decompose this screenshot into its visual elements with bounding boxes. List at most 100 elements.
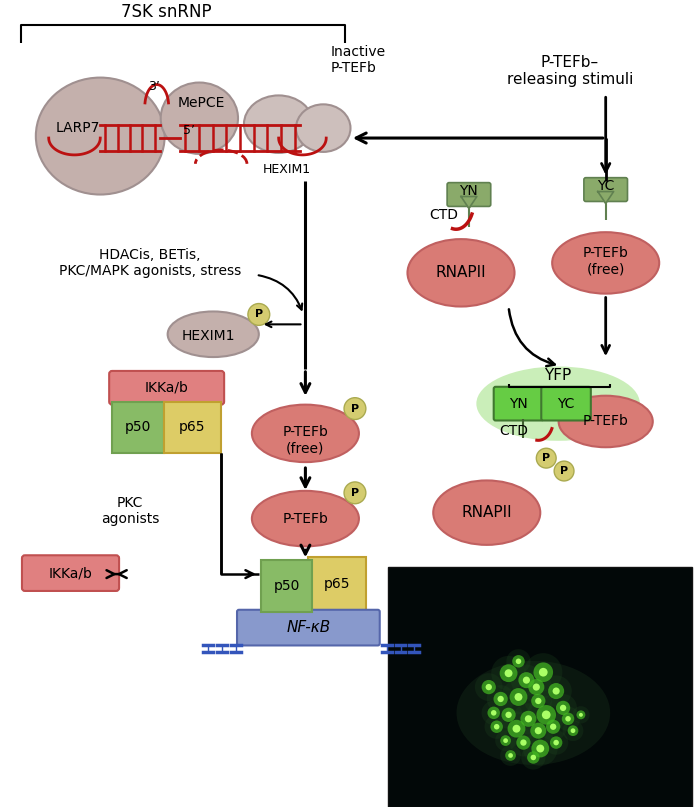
Text: NF-κB: NF-κB xyxy=(286,620,330,635)
Ellipse shape xyxy=(491,710,496,716)
Ellipse shape xyxy=(510,729,538,756)
Text: IKKa/b: IKKa/b xyxy=(48,567,92,580)
Ellipse shape xyxy=(531,694,545,708)
Ellipse shape xyxy=(527,696,566,734)
Ellipse shape xyxy=(562,713,574,725)
Polygon shape xyxy=(598,191,614,203)
Text: HEXIM1: HEXIM1 xyxy=(262,163,311,176)
Ellipse shape xyxy=(161,82,238,154)
Text: PKC
agonists: PKC agonists xyxy=(101,495,159,526)
Ellipse shape xyxy=(520,711,536,727)
Ellipse shape xyxy=(252,404,359,462)
Ellipse shape xyxy=(487,707,500,719)
FancyBboxPatch shape xyxy=(109,371,224,404)
Text: p65: p65 xyxy=(179,420,206,434)
FancyBboxPatch shape xyxy=(494,387,543,420)
Ellipse shape xyxy=(556,707,580,731)
Ellipse shape xyxy=(482,680,496,694)
Ellipse shape xyxy=(524,687,552,715)
Bar xyxy=(261,560,312,612)
Ellipse shape xyxy=(512,655,525,667)
Ellipse shape xyxy=(516,659,522,664)
Ellipse shape xyxy=(540,675,572,707)
Ellipse shape xyxy=(579,713,583,717)
Ellipse shape xyxy=(477,366,640,441)
Text: CTD: CTD xyxy=(499,424,528,438)
Ellipse shape xyxy=(500,664,517,682)
Ellipse shape xyxy=(531,739,550,758)
Text: RNAPII: RNAPII xyxy=(435,266,486,280)
Ellipse shape xyxy=(475,673,503,701)
Ellipse shape xyxy=(498,696,504,702)
Ellipse shape xyxy=(36,77,164,194)
Text: HEXIM1: HEXIM1 xyxy=(181,329,235,343)
Text: CTD: CTD xyxy=(430,208,459,223)
Ellipse shape xyxy=(482,700,506,725)
Text: HDACis, BETis,
PKC/MAPK agonists, stress: HDACis, BETis, PKC/MAPK agonists, stress xyxy=(59,248,241,278)
Ellipse shape xyxy=(499,711,534,746)
Ellipse shape xyxy=(167,312,259,357)
Ellipse shape xyxy=(486,685,514,713)
Text: YC: YC xyxy=(597,178,615,193)
Ellipse shape xyxy=(556,700,570,715)
Text: 7SK snRNP: 7SK snRNP xyxy=(121,3,212,21)
Ellipse shape xyxy=(560,705,566,711)
FancyBboxPatch shape xyxy=(584,178,627,202)
Ellipse shape xyxy=(501,708,516,722)
Bar xyxy=(388,567,692,807)
Ellipse shape xyxy=(505,669,512,677)
Ellipse shape xyxy=(494,724,500,730)
Ellipse shape xyxy=(535,727,542,734)
Ellipse shape xyxy=(523,676,530,684)
Ellipse shape xyxy=(523,715,554,746)
Ellipse shape xyxy=(550,736,562,749)
Ellipse shape xyxy=(491,721,503,733)
Text: YC: YC xyxy=(557,397,575,411)
Text: p50: p50 xyxy=(274,579,300,593)
Text: 3’: 3’ xyxy=(148,80,160,93)
Ellipse shape xyxy=(512,725,521,733)
Text: P-TEFb: P-TEFb xyxy=(583,415,629,429)
Bar xyxy=(112,402,164,454)
Ellipse shape xyxy=(570,728,575,733)
Ellipse shape xyxy=(546,720,560,734)
Ellipse shape xyxy=(522,746,545,770)
Ellipse shape xyxy=(520,739,526,746)
Ellipse shape xyxy=(542,710,551,719)
Ellipse shape xyxy=(577,710,585,719)
Text: 5’: 5’ xyxy=(183,123,195,136)
Ellipse shape xyxy=(539,713,567,741)
Text: P-TEFb: P-TEFb xyxy=(283,512,328,525)
Bar xyxy=(164,402,221,454)
Ellipse shape xyxy=(552,232,659,294)
Ellipse shape xyxy=(491,656,526,691)
Ellipse shape xyxy=(572,706,589,724)
Ellipse shape xyxy=(500,735,511,746)
Ellipse shape xyxy=(503,738,508,743)
Text: P-TEFb
(free): P-TEFb (free) xyxy=(283,425,328,455)
Ellipse shape xyxy=(407,239,514,307)
Ellipse shape xyxy=(536,745,544,752)
Ellipse shape xyxy=(456,661,610,765)
Text: p65: p65 xyxy=(324,577,351,591)
Ellipse shape xyxy=(486,684,492,690)
Ellipse shape xyxy=(563,721,583,741)
Ellipse shape xyxy=(296,104,351,152)
Ellipse shape xyxy=(559,395,653,447)
Text: P-TEFb–
releasing stimuli: P-TEFb– releasing stimuli xyxy=(507,55,634,87)
Ellipse shape xyxy=(536,705,556,725)
Ellipse shape xyxy=(508,753,513,758)
FancyBboxPatch shape xyxy=(541,387,591,420)
Text: P: P xyxy=(255,309,263,320)
Ellipse shape xyxy=(550,694,577,721)
Text: YFP: YFP xyxy=(545,368,572,383)
Text: YN: YN xyxy=(460,183,478,198)
Ellipse shape xyxy=(519,672,534,688)
Text: P: P xyxy=(351,404,359,414)
Ellipse shape xyxy=(525,715,532,722)
Ellipse shape xyxy=(344,398,366,420)
Ellipse shape xyxy=(521,671,552,703)
Bar xyxy=(309,558,366,612)
Ellipse shape xyxy=(495,701,522,729)
Ellipse shape xyxy=(554,740,559,746)
